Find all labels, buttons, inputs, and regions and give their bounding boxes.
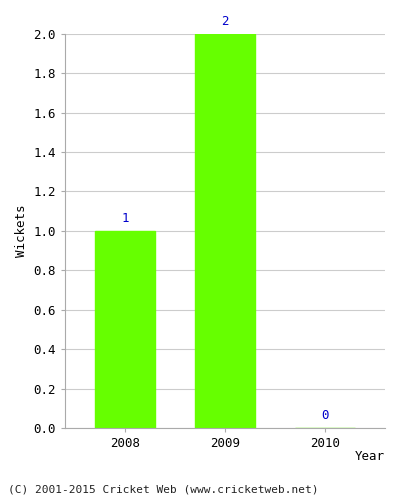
Bar	[195, 34, 255, 428]
Bar	[95, 231, 155, 428]
Text: 1: 1	[121, 212, 129, 225]
Text: 2: 2	[221, 15, 229, 28]
Text: (C) 2001-2015 Cricket Web (www.cricketweb.net): (C) 2001-2015 Cricket Web (www.cricketwe…	[8, 485, 318, 495]
Y-axis label: Wickets: Wickets	[15, 204, 28, 257]
Text: Year: Year	[355, 450, 385, 464]
Text: 0: 0	[321, 409, 329, 422]
